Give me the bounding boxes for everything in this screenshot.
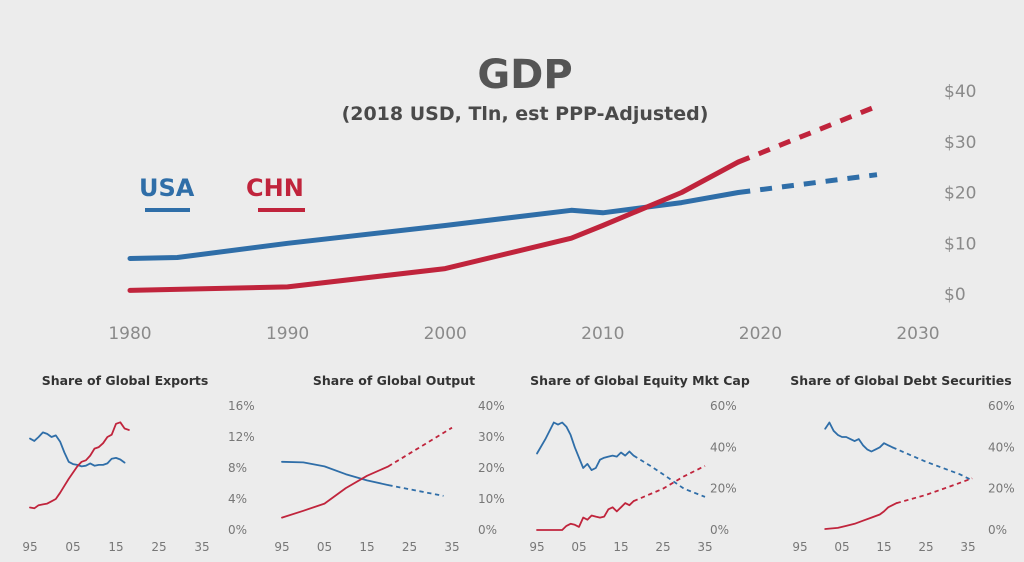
x-tick-label: 35	[960, 540, 975, 554]
y-tick-label: 0%	[228, 523, 247, 537]
gdp-usa-projection-line	[737, 172, 878, 195]
x-tick-label: 25	[402, 540, 417, 554]
gdp-chn-projection-line	[737, 103, 878, 165]
x-tick-label: 2010	[581, 324, 624, 344]
panel-2-chn-projection-line	[387, 426, 453, 468]
y-tick-label: $20	[944, 184, 976, 204]
panel-global-equity-mkt-cap: Share of Global Equity Mkt Cap 95 05 15 …	[529, 373, 750, 554]
y-tick-label: 8%	[228, 461, 247, 475]
panel-global-output: Share of Global Output 95 05 15 25 35 0%…	[274, 373, 504, 554]
panel-title: Share of Global Equity Mkt Cap	[530, 373, 750, 388]
gdp-series	[127, 103, 878, 293]
y-tick-label: 40%	[988, 440, 1015, 454]
panel-title: Share of Global Exports	[42, 373, 209, 388]
x-tick-label: 95	[529, 540, 544, 554]
gdp-chn-line	[127, 159, 741, 293]
y-tick-label: 4%	[228, 492, 247, 506]
panel-1-usa-line	[29, 431, 126, 468]
x-tick-label: 35	[444, 540, 459, 554]
chart-title: GDP	[477, 52, 572, 98]
x-tick-label: 25	[918, 540, 933, 554]
x-tick-label: 05	[65, 540, 80, 554]
y-tick-label: 40%	[710, 440, 737, 454]
y-tick-label: 60%	[710, 399, 737, 413]
x-tick-label: 95	[22, 540, 37, 554]
y-tick-label: 60%	[988, 399, 1015, 413]
y-axis: $0 $10 $20 $30 $40	[944, 82, 976, 305]
x-tick-label: 25	[655, 540, 670, 554]
y-tick-label: 12%	[228, 430, 255, 444]
panel-title: Share of Global Output	[313, 373, 475, 388]
x-tick-label: 2000	[424, 324, 467, 344]
panel-4-chn-projection-line	[896, 477, 973, 504]
y-tick-label: 0%	[478, 523, 497, 537]
panel-3-usa-projection-line	[633, 454, 706, 498]
x-tick-label: 05	[834, 540, 849, 554]
y-tick-label: 30%	[478, 430, 505, 444]
x-tick-label: 95	[274, 540, 289, 554]
panel-2-usa-line	[281, 460, 390, 487]
panel-1-chn-line	[29, 421, 130, 510]
x-tick-label: 15	[108, 540, 123, 554]
panel-4-usa-line	[824, 421, 894, 453]
y-tick-label: 16%	[228, 399, 255, 413]
panel-4-chn-line	[824, 502, 898, 530]
panel-title: Share of Global Debt Securities	[790, 373, 1011, 388]
panel-3-chn-line	[536, 500, 635, 531]
panel-global-exports: Share of Global Exports 95 05 15 25 35 0…	[22, 373, 254, 554]
x-tick-label: 1980	[108, 324, 151, 344]
y-tick-label: 20%	[710, 482, 737, 496]
x-tick-label: 2020	[739, 324, 782, 344]
y-tick-label: 40%	[478, 399, 505, 413]
panel-3-chn-projection-line	[633, 465, 706, 502]
y-tick-label: 0%	[988, 523, 1007, 537]
gdp-chart: GDP (2018 USD, Tln, est PPP-Adjusted) US…	[108, 52, 976, 344]
x-tick-label: 05	[317, 540, 332, 554]
y-tick-label: $10	[944, 234, 976, 254]
y-tick-label: 20%	[478, 461, 505, 475]
panel-4-usa-projection-line	[892, 446, 973, 482]
x-axis: 1980 1990 2000 2010 2020 2030	[108, 324, 939, 344]
legend-usa-label: USA	[139, 174, 195, 202]
panel-global-debt-securities: Share of Global Debt Securities 95 05 15…	[790, 373, 1014, 554]
x-tick-label: 1990	[266, 324, 309, 344]
gdp-usa-line	[127, 190, 741, 261]
y-tick-label: $30	[944, 133, 976, 153]
x-tick-label: 95	[792, 540, 807, 554]
x-tick-label: 05	[571, 540, 586, 554]
y-tick-label: 20%	[988, 482, 1015, 496]
panel-2-chn-line	[281, 465, 390, 519]
x-tick-label: 35	[697, 540, 712, 554]
x-tick-label: 35	[194, 540, 209, 554]
x-tick-label: 25	[151, 540, 166, 554]
y-tick-label: 10%	[478, 492, 505, 506]
y-tick-label: $40	[944, 82, 976, 102]
legend-chn-label: CHN	[246, 174, 304, 202]
x-tick-label: 15	[613, 540, 628, 554]
panel-3-usa-line	[536, 421, 635, 472]
x-tick-label: 15	[876, 540, 891, 554]
panel-2-usa-projection-line	[388, 484, 444, 497]
y-tick-label: $0	[944, 285, 966, 305]
y-tick-label: 0%	[710, 523, 729, 537]
x-tick-label: 2030	[896, 324, 939, 344]
legend: USA CHN	[139, 174, 305, 212]
x-tick-label: 15	[359, 540, 374, 554]
chart-subtitle: (2018 USD, Tln, est PPP-Adjusted)	[342, 103, 709, 125]
